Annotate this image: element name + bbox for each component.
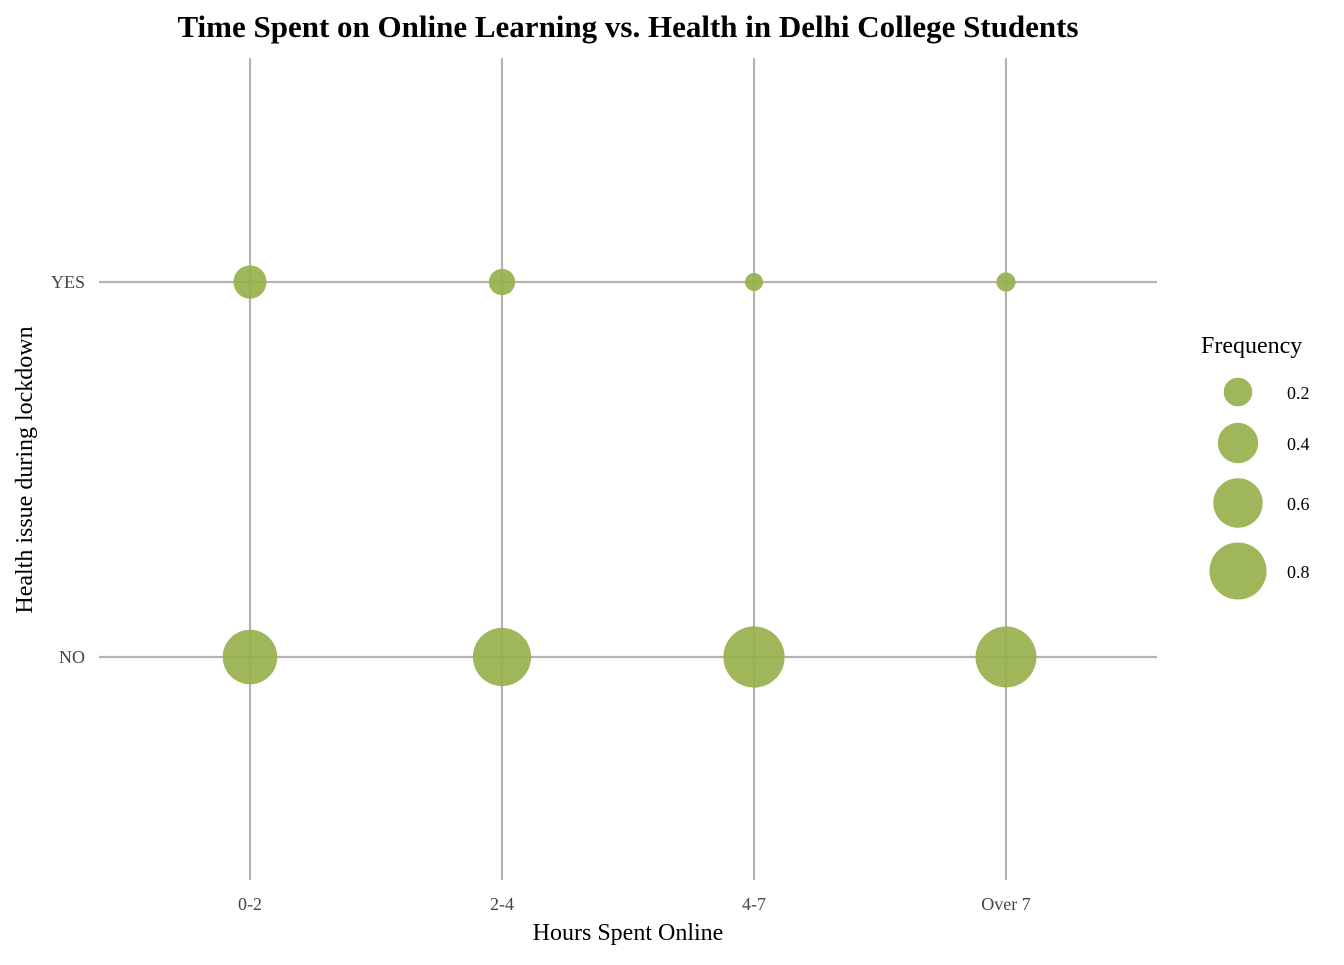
bubble-point (744, 272, 764, 292)
y-axis-ticks: NO YES (51, 272, 85, 667)
legend-key-label: 0.2 (1287, 383, 1310, 403)
y-tick-label: NO (59, 647, 85, 667)
bubble-point (996, 272, 1016, 292)
legend-key-circle (1223, 377, 1253, 407)
x-tick-label: 0-2 (238, 894, 262, 914)
legend-key-label: 0.8 (1287, 562, 1310, 582)
x-tick-label: Over 7 (981, 894, 1030, 914)
legend-key-label: 0.4 (1287, 434, 1310, 454)
x-axis-title: Hours Spent Online (533, 920, 724, 946)
bubble-point (472, 627, 532, 687)
legend-keys: 0.2 0.4 0.6 0.8 (1209, 377, 1310, 600)
points-layer (222, 265, 1037, 688)
x-tick-label: 2-4 (490, 894, 514, 914)
grid-layer (99, 58, 1157, 880)
y-tick-label: YES (51, 272, 85, 292)
chart-title: Time Spent on Online Learning vs. Health… (177, 9, 1078, 44)
bubble-point (233, 265, 267, 299)
legend-key-label: 0.6 (1287, 494, 1310, 514)
legend-key-circle (1209, 542, 1267, 600)
y-axis-title: Health issue during lockdown (12, 326, 38, 613)
legend-key-circle (1217, 422, 1259, 464)
bubble-point (723, 626, 785, 688)
legend: Frequency 0.2 0.4 0.6 0.8 (1201, 333, 1310, 600)
x-tick-label: 4-7 (742, 894, 766, 914)
legend-key-circle (1213, 478, 1263, 528)
x-axis-ticks: 0-2 2-4 4-7 Over 7 (238, 894, 1031, 914)
bubble-point (488, 268, 516, 296)
bubble-point (975, 626, 1037, 688)
bubble-point (222, 629, 278, 685)
legend-title: Frequency (1201, 333, 1302, 359)
